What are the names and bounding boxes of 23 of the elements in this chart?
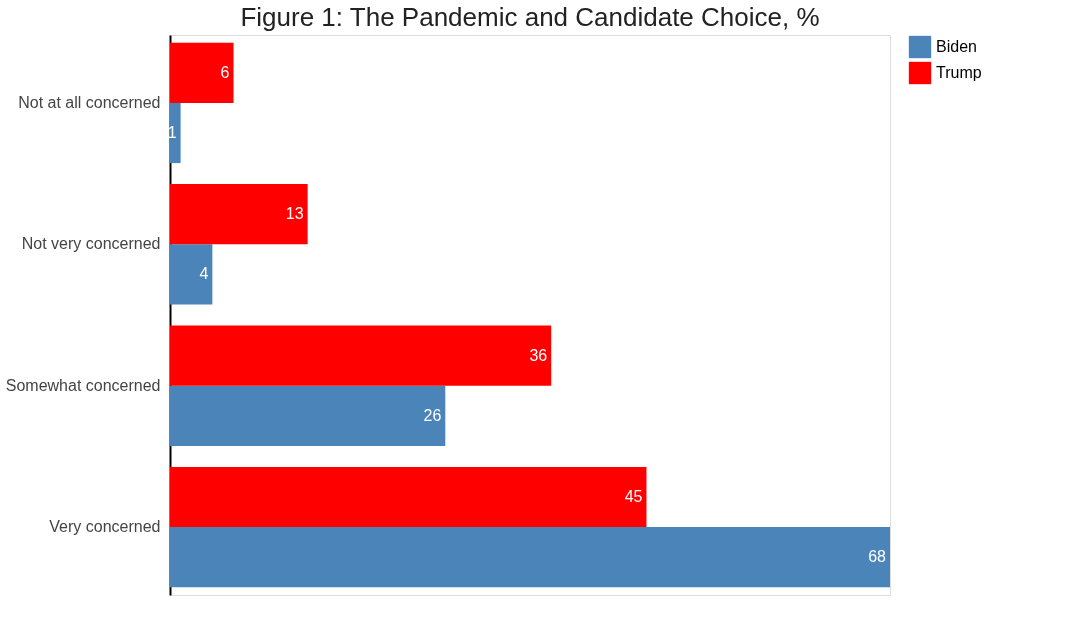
y-tick-label: Somewhat concerned <box>5 376 161 394</box>
bar <box>170 527 890 588</box>
y-tick-label: Not at all concerned <box>18 93 161 111</box>
y-tick-label: Very concerned <box>49 518 161 536</box>
bar <box>170 184 308 245</box>
bar <box>170 102 181 164</box>
bar <box>170 466 647 528</box>
data-label: 6 <box>220 63 230 81</box>
bar <box>170 325 552 386</box>
bar <box>170 385 446 446</box>
data-label: 4 <box>199 265 209 283</box>
bar <box>170 42 234 103</box>
bar <box>170 244 213 305</box>
y-tick-label: Not very concerned <box>21 235 161 253</box>
legend-label: Trump <box>936 64 982 81</box>
chart-title: Figure 1: The Pandemic and Candidate Choice, % <box>240 2 820 32</box>
data-label: 1 <box>167 123 177 141</box>
data-label: 45 <box>624 488 643 506</box>
data-label: 26 <box>423 406 442 424</box>
data-label: 68 <box>868 548 887 566</box>
data-label: 13 <box>285 205 304 223</box>
legend-label: Biden <box>936 38 977 55</box>
data-label: 36 <box>529 346 548 364</box>
